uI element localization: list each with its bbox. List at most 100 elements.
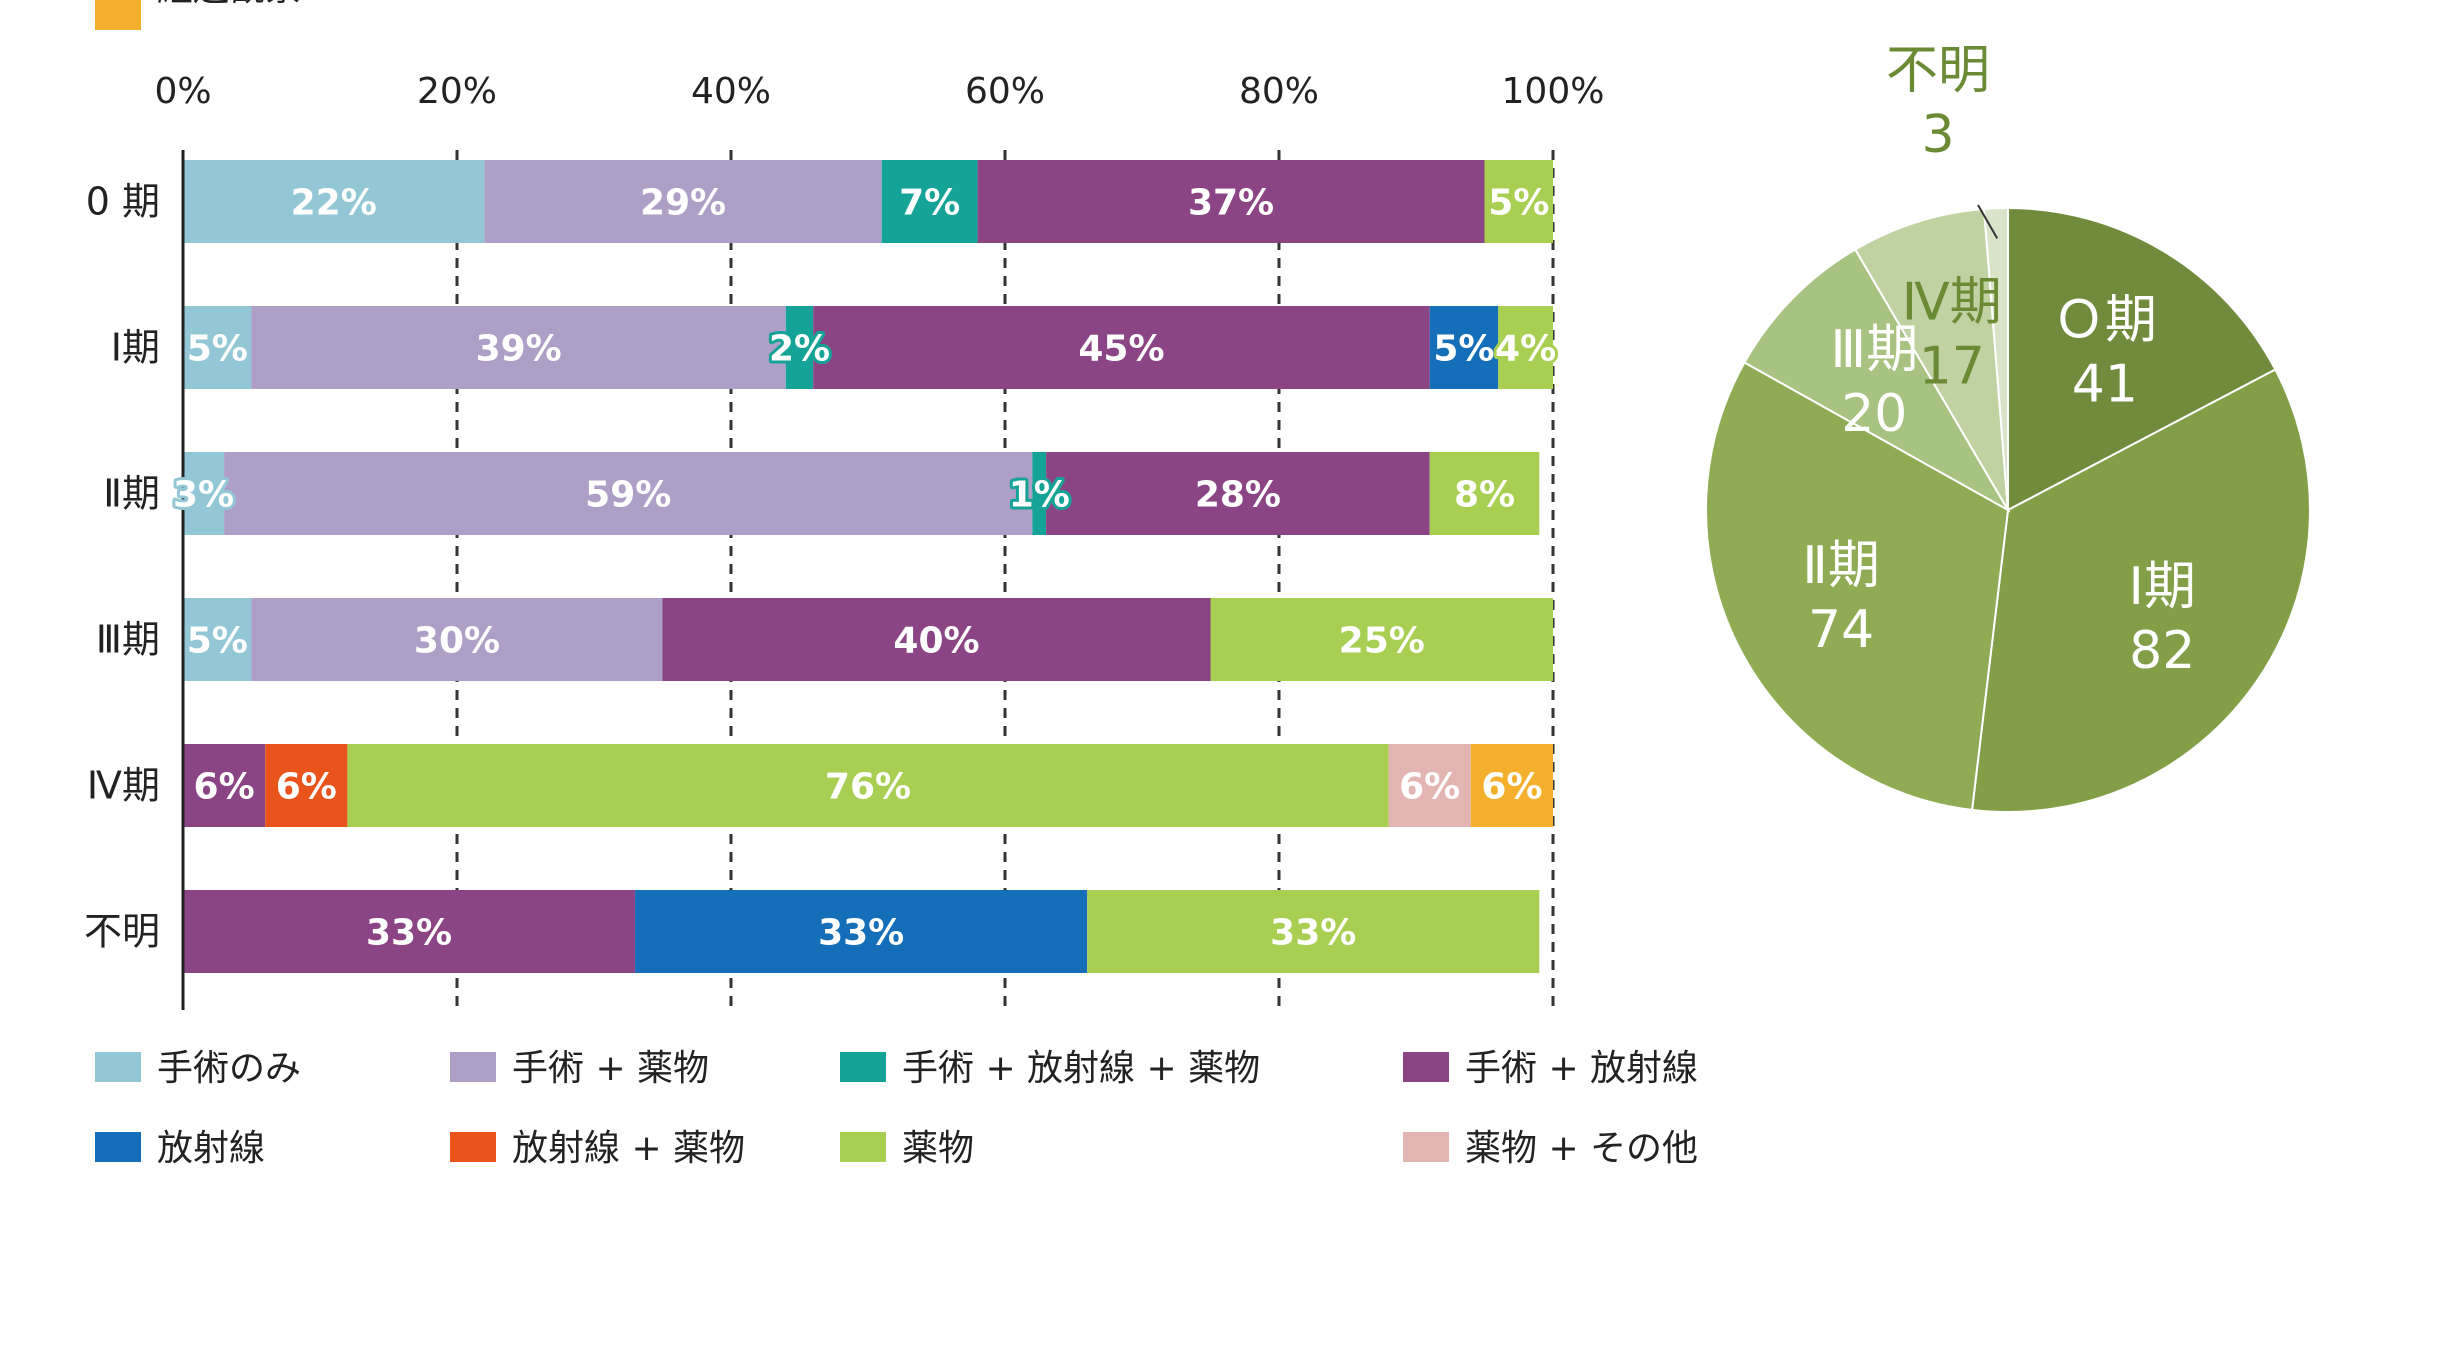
pie-slice-label: 不明 bbox=[1886, 41, 1990, 101]
bar-segment bbox=[785, 306, 814, 389]
category-label: Ⅰ期 bbox=[111, 326, 160, 370]
segment-value-label: 5% bbox=[187, 329, 248, 370]
x-tick-label: 100% bbox=[1502, 71, 1605, 112]
legend-swatch bbox=[1403, 1132, 1449, 1162]
bar-segment bbox=[1498, 306, 1553, 389]
pie-slice-label: Ｏ期 bbox=[2053, 291, 2157, 351]
segment-value-label: 76% bbox=[825, 767, 911, 808]
category-label: Ⅱ期 bbox=[103, 472, 160, 516]
x-tick-label: 0% bbox=[154, 71, 211, 112]
legend-label: 薬物 bbox=[902, 1128, 974, 1169]
bar-segment bbox=[183, 890, 636, 973]
segment-value-label: 6% bbox=[1481, 767, 1542, 808]
segment-labels: 22% 29% 7% 37% 5%5% 39% 2% 45% 5% 4%3% 59% 1% 28% 8%5… bbox=[170, 180, 1559, 957]
bar-segment bbox=[977, 160, 1485, 243]
segment-value-label: 39% bbox=[476, 329, 562, 370]
segment-value-label: 29% bbox=[640, 183, 726, 224]
category-label: Ⅲ期 bbox=[96, 618, 160, 662]
bar-segment bbox=[183, 452, 225, 535]
bar-segment bbox=[183, 306, 252, 389]
legend-label: 放射線 + 薬物 bbox=[512, 1128, 745, 1169]
segment-value-label: 6% bbox=[276, 767, 337, 808]
segment-value-label: 59% bbox=[585, 475, 671, 516]
segment-value-label: 40% bbox=[893, 621, 979, 662]
bar-segment bbox=[251, 306, 786, 389]
bar-segment bbox=[1046, 452, 1430, 535]
bar-segment bbox=[183, 160, 485, 243]
segment-value-label: 28% bbox=[1195, 475, 1281, 516]
pie-slice-label: Ⅰ期 bbox=[2129, 557, 2196, 617]
legend-label: 手術 + 放射線 bbox=[1465, 1048, 1698, 1089]
bar-segment bbox=[1210, 598, 1553, 681]
legend-swatch bbox=[840, 1052, 886, 1082]
legend-label: 手術のみ bbox=[157, 1048, 301, 1089]
bar-segment bbox=[662, 598, 1211, 681]
segment-value-label: 2% bbox=[769, 329, 830, 370]
bar-segment bbox=[881, 160, 978, 243]
legend-swatch bbox=[450, 1052, 496, 1082]
bar-segment bbox=[1032, 452, 1047, 535]
segment-value-label: 6% bbox=[1399, 767, 1460, 808]
segment-value-label: 33% bbox=[1270, 913, 1356, 954]
legend-label: 手術 + 薬物 bbox=[512, 1048, 709, 1089]
pie-slice-value: 41 bbox=[2072, 355, 2138, 415]
segment-value-label: 5% bbox=[1433, 329, 1494, 370]
bar-segment bbox=[347, 744, 1389, 827]
segment-value-label: 45% bbox=[1078, 329, 1164, 370]
pie-slice-label: Ⅳ期 bbox=[1902, 272, 2002, 332]
grid-lines bbox=[455, 150, 1555, 1010]
x-tick-label: 80% bbox=[1239, 71, 1319, 112]
pie-slice-value: 17 bbox=[1919, 336, 1985, 396]
bar-segment bbox=[1388, 744, 1471, 827]
legend-swatch bbox=[95, 1052, 141, 1082]
bar-segment bbox=[1484, 160, 1553, 243]
segment-value-label: 5% bbox=[187, 621, 248, 662]
legend-swatch bbox=[95, 0, 141, 30]
legend-label: 放射線 bbox=[157, 1128, 265, 1169]
bar-segment bbox=[484, 160, 882, 243]
pie-slice bbox=[1970, 368, 2311, 813]
bar-segment bbox=[265, 744, 348, 827]
pie-slice-value: 20 bbox=[1841, 384, 1907, 444]
segment-value-label: 8% bbox=[1454, 475, 1515, 516]
pie-slice-label: Ⅱ期 bbox=[1802, 536, 1880, 596]
x-tick-label: 20% bbox=[417, 71, 497, 112]
bar-segment bbox=[183, 744, 266, 827]
legend-swatch bbox=[450, 1132, 496, 1162]
pie-slices bbox=[1705, 206, 2311, 813]
pie-slice bbox=[1982, 206, 2009, 511]
segment-value-label: 37% bbox=[1188, 183, 1274, 224]
segment-value-label: 33% bbox=[366, 913, 452, 954]
category-label: 0 期 bbox=[86, 180, 160, 224]
segment-value-label: 3% bbox=[173, 475, 234, 516]
pie-slice-value: 74 bbox=[1808, 600, 1874, 660]
category-label: Ⅳ期 bbox=[87, 764, 160, 808]
pie-slice-value: 82 bbox=[2129, 621, 2195, 681]
pie-slice bbox=[1705, 361, 2010, 811]
segment-value-label: 30% bbox=[414, 621, 500, 662]
segment-value-label: 33% bbox=[818, 913, 904, 954]
bar-segment bbox=[183, 598, 252, 681]
pie-slice-value: 3 bbox=[1921, 105, 1954, 165]
pie-slice bbox=[1743, 248, 2011, 513]
bar-segment bbox=[251, 598, 663, 681]
bar-segment bbox=[1429, 452, 1540, 535]
segment-value-label: 22% bbox=[291, 183, 377, 224]
bar-segment bbox=[813, 306, 1430, 389]
bar-segment bbox=[1087, 890, 1540, 973]
legend-swatch bbox=[840, 1132, 886, 1162]
legend-swatch bbox=[95, 1132, 141, 1162]
legend-label: 経過観察 bbox=[157, 0, 301, 9]
segment-value-label: 25% bbox=[1339, 621, 1425, 662]
pie-slice bbox=[2007, 206, 2277, 512]
segment-value-label: 1% bbox=[1009, 475, 1070, 516]
legend-swatch bbox=[1403, 1052, 1449, 1082]
legend-label: 薬物 + その他 bbox=[1465, 1128, 1698, 1169]
bar-segments bbox=[183, 160, 1553, 973]
pie-leader-line bbox=[1977, 204, 1999, 239]
